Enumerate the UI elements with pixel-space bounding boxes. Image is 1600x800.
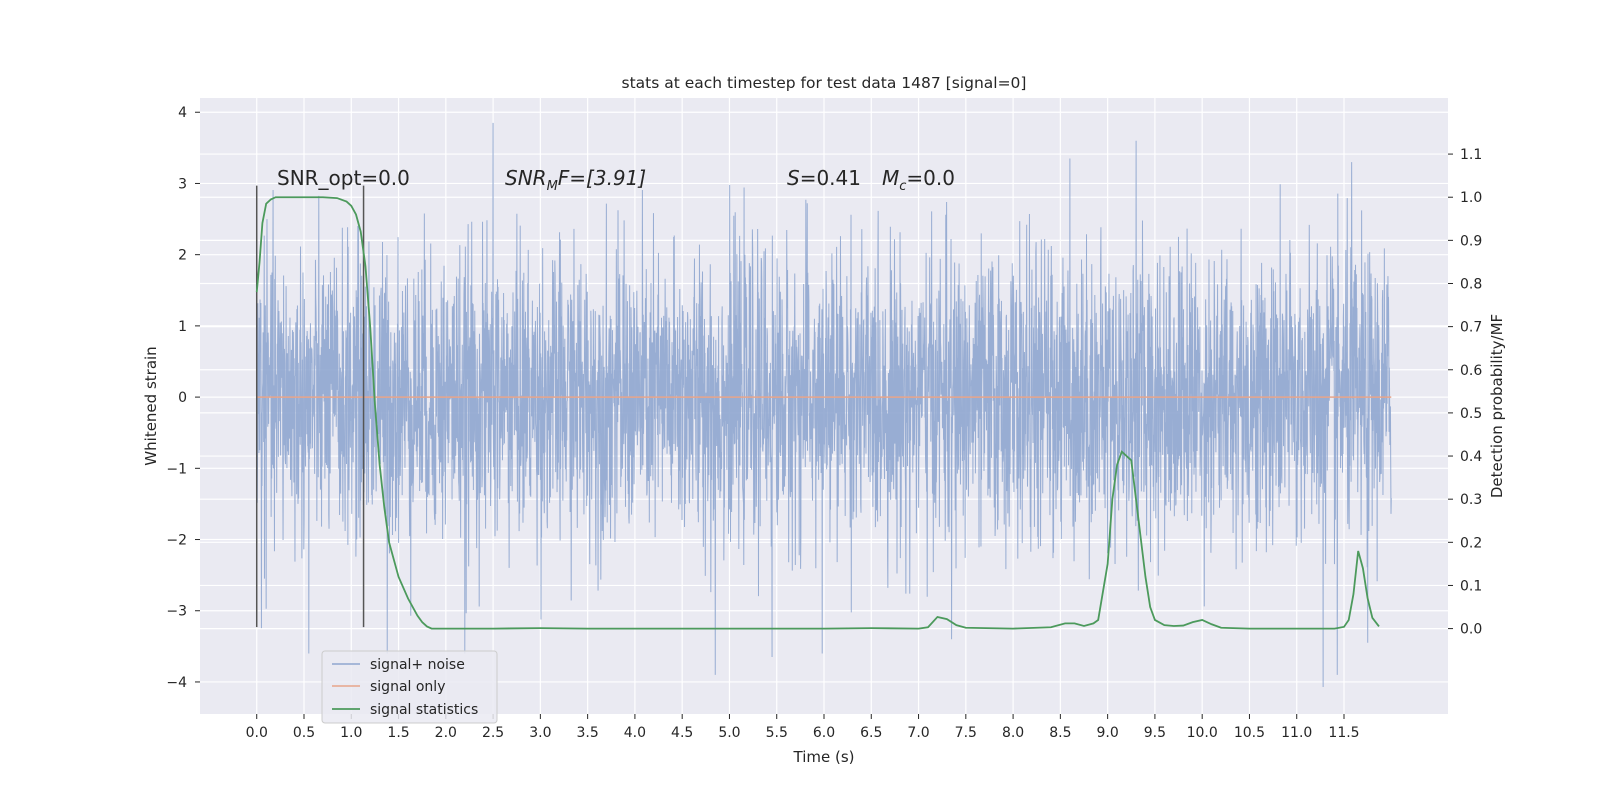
x-tick-label: 4.5 [671,725,693,741]
mc-value: =0.0 [906,166,955,190]
y-right-tick-label: 0.2 [1460,535,1482,551]
y-tick-label: 2 [178,248,187,264]
s-annotation: S=0.41 [787,166,861,190]
legend-label-signal-noise: signal+ noise [370,657,465,673]
x-tick-label: 0.0 [246,725,268,741]
ticks: 0.0 0.5 1.0 1.5 2.0 2.5 3.0 3.5 4.0 4.5 5.0 5.5 6.0 6… [166,105,1482,741]
chart-title: stats at each timestep for test data 148… [622,74,1027,92]
mc-annotation: Mc=0.0 [882,166,955,194]
snr-mf-symbol: SNR [505,166,547,190]
x-tick-label: 6.5 [860,725,882,741]
y-right-tick-label: 0.5 [1460,406,1482,422]
x-tick-label: 8.0 [1002,725,1024,741]
y-right-tick-label: 0.3 [1460,492,1482,508]
mc-subscript: c [899,179,906,194]
noise-trace [256,122,1392,687]
s-symbol: S [787,166,800,190]
y-tick-label: −3 [166,604,187,620]
x-tick-label: 3.5 [577,725,599,741]
x-tick-label: 3.0 [529,725,551,741]
x-tick-label: 6.0 [813,725,835,741]
y-axis-label-right: Detection probability/MF [1488,314,1506,498]
y-tick-label: 0 [178,390,187,406]
y-right-tick-label: 0.0 [1460,622,1482,638]
y-right-tick-label: 1.1 [1460,147,1482,163]
y-axis-label: Whitened strain [142,346,160,465]
x-tick-label: 2.0 [435,725,457,741]
s-value: =0.41 [800,166,861,190]
legend-label-signal-statistics: signal statistics [370,702,478,718]
y-tick-label: −2 [166,533,187,549]
x-tick-label: 7.5 [955,725,977,741]
y-right-tick-label: 0.9 [1460,233,1482,249]
legend: signal+ noise signal only signal statist… [321,650,498,724]
snr-opt-annotation: SNR_opt=0.0 [277,166,410,190]
x-tick-label: 1.0 [340,725,362,741]
x-tick-label: 10.0 [1187,725,1218,741]
y-tick-label: −4 [166,675,187,691]
y-tick-label: −1 [166,461,187,477]
noise-series [256,122,1392,687]
y-tick-label: 1 [178,319,187,335]
y-tick-label: 3 [178,176,187,192]
x-tick-label: 8.5 [1049,725,1071,741]
snr-mf-value: F=[3.91] [558,166,646,190]
legend-label-signal-only: signal only [370,679,445,695]
x-tick-label: 0.5 [293,725,315,741]
y-right-tick-label: 1.0 [1460,190,1482,206]
y-right-tick-label: 0.7 [1460,320,1482,336]
legend-box [321,650,498,724]
x-tick-label: 1.5 [387,725,409,741]
statistics-line [255,196,1380,630]
y-right-tick-label: 0.6 [1460,363,1482,379]
y-right-tick-label: 0.8 [1460,276,1482,292]
x-tick-label: 10.5 [1234,725,1265,741]
x-tick-label: 2.5 [482,725,504,741]
x-axis-label: Time (s) [793,748,855,766]
y-right-tick-label: 0.1 [1460,578,1482,594]
y-tick-label: 4 [178,105,187,121]
x-tick-label: 9.5 [1144,725,1166,741]
snr-mf-annotation: SNRMF=[3.91] [505,166,646,194]
y-right-tick-label: 0.4 [1460,449,1482,465]
x-tick-label: 4.0 [624,725,646,741]
x-tick-label: 5.5 [766,725,788,741]
x-tick-label: 5.0 [718,725,740,741]
x-tick-label: 9.0 [1097,725,1119,741]
snr-mf-subscript: M [547,179,558,194]
x-tick-label: 7.0 [907,725,929,741]
mc-symbol: M [882,166,899,190]
x-tick-label: 11.0 [1281,725,1312,741]
signal-statistics-series [255,196,1380,630]
x-tick-label: 11.5 [1328,725,1359,741]
marker-lines [255,185,365,628]
